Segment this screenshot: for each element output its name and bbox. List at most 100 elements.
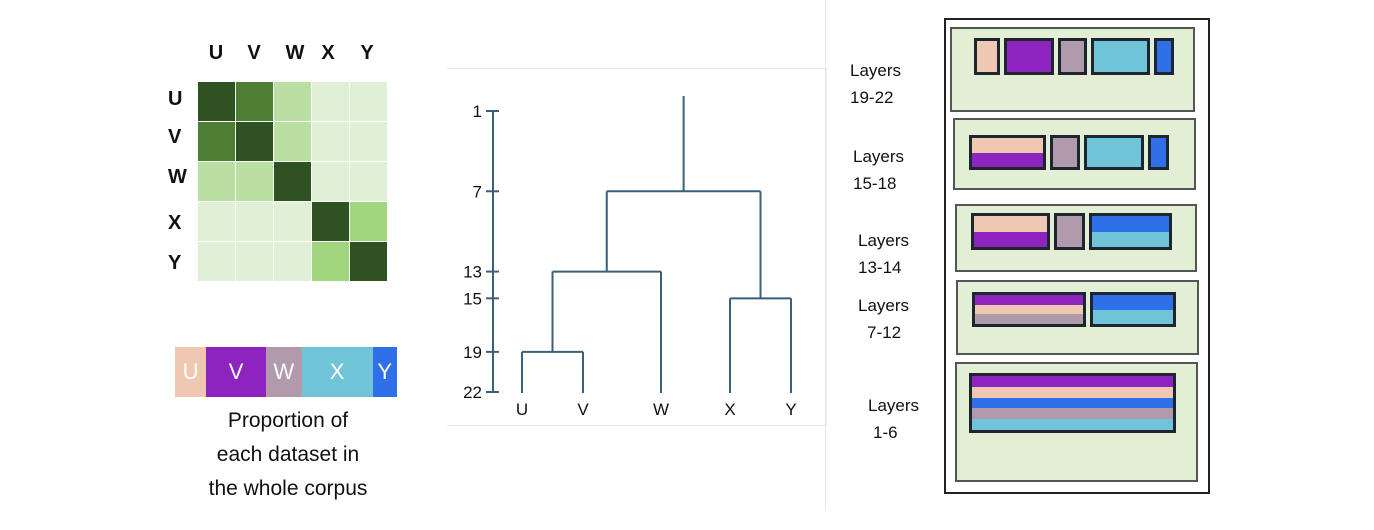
axis-tick-label: 7 [473,182,482,201]
column-label: U [208,42,224,64]
heatmap-cell [236,202,274,242]
dataset-stripe-u [972,138,1043,153]
leaf-label: W [653,400,669,419]
dataset-stripe-w [1053,138,1077,167]
layer-label-line: 15-18 [853,174,897,193]
heatmap-cell [312,202,350,242]
axis-tick-label: 1 [473,102,482,121]
row-label: U [168,88,183,110]
proportion-caption: Proportion of each dataset in the whole … [170,404,406,506]
dataset-stripe-v [974,231,1047,247]
heatmap-cell [350,162,388,202]
heatmap-cell [198,202,236,242]
heatmap-cell [274,122,312,162]
caption-line: each dataset in [216,443,360,466]
layer-label-line: Layers [850,61,902,80]
heatmap-cell [198,82,236,122]
dataset-stripe-x [1094,41,1147,72]
dataset-stripe-v [1007,41,1051,72]
dataset-cluster-box [1091,38,1150,75]
heatmap-cell [274,202,312,242]
axis-tick-label: 15 [463,289,482,308]
dataset-cluster-box [1054,213,1085,250]
dataset-stripe-x [1087,138,1141,167]
dataset-stripe-w [972,408,1173,420]
layer-label-line: Layers [853,147,905,166]
layer-groups-frame [944,18,1210,494]
layer-label-line: 7-12 [867,323,902,342]
heatmap-cell [350,202,388,242]
row-label: X [168,212,182,234]
dataset-cluster-box [972,292,1086,327]
leaf-label: X [724,400,735,419]
heatmap-cell [274,82,312,122]
dataset-stripe-v [975,295,1083,305]
layer-label-line: Layers [858,231,910,250]
caption-line: the whole corpus [208,477,368,500]
column-label: Y [360,42,374,64]
row-label: Y [168,252,182,274]
dataset-cluster-box [974,38,1000,75]
heatmap-cell [312,122,350,162]
leaf-label: Y [785,400,796,419]
row-label: V [168,126,182,148]
dataset-stripe-x [1092,231,1169,247]
dataset-stripe-w [1061,41,1084,72]
dataset-cluster-box [1154,38,1174,75]
heatmap-cell [236,122,274,162]
dataset-cluster-box [1084,135,1144,170]
dataset-stripe-u [972,386,1173,398]
dataset-cluster-box [969,135,1046,170]
dataset-cluster-box [1058,38,1087,75]
row-label: W [168,166,187,188]
heatmap-cell [350,242,388,282]
layer-label: Layers 19-22 [850,57,901,111]
dataset-stripe-u [974,216,1047,232]
leaf-label: V [577,400,589,419]
dataset-cluster-box [1050,135,1080,170]
proportion-segment-y: Y [372,347,397,397]
heatmap-cell [312,242,350,282]
dataset-stripe-y [1157,41,1171,72]
dataset-stripe-u [975,304,1083,315]
layer-label-line: Layers [868,396,920,415]
heatmap-cell [312,82,350,122]
dataset-stripe-w [1057,216,1082,247]
heatmap-cell [350,122,388,162]
dataset-stripe-v [972,152,1043,167]
proportion-segment-w: W [266,347,302,397]
heatmap-cell [198,242,236,282]
dataset-stripe-w [975,314,1083,324]
layer-label: Layers 1-6 [868,392,919,446]
dataset-cluster-box [1004,38,1054,75]
dataset-cluster-box [971,213,1050,250]
dataset-stripe-u [977,41,997,72]
dendrogram-panel: 1 7 13 15 19 22 U V W X Y [447,68,827,426]
dataset-stripe-y [1093,295,1173,310]
layer-label-line: 13-14 [858,258,902,277]
layer-label: Layers 13-14 [858,227,909,281]
dataset-cluster-box [1090,292,1176,327]
proportion-segment-u: U [175,347,207,397]
heatmap-cell [236,162,274,202]
axis-tick-label: 22 [463,383,482,402]
heatmap-cell [312,162,350,202]
column-label: W [285,42,305,64]
axis-tick-label: 13 [463,263,482,282]
dataset-stripe-y [1151,138,1166,167]
heatmap-cell [198,162,236,202]
leaf-label: U [516,400,528,419]
heatmap-cell [198,122,236,162]
heatmap-cell [274,162,312,202]
proportion-segment-x: X [301,347,373,397]
dataset-stripe-x [972,419,1173,430]
divider [825,0,826,510]
dataset-stripe-v [972,376,1173,387]
layer-label-line: Layers [858,296,910,315]
layer-label: Layers 7-12 [858,292,909,346]
heatmap-cell [236,242,274,282]
proportion-segment-v: V [206,347,267,397]
dataset-stripe-y [1092,216,1169,232]
